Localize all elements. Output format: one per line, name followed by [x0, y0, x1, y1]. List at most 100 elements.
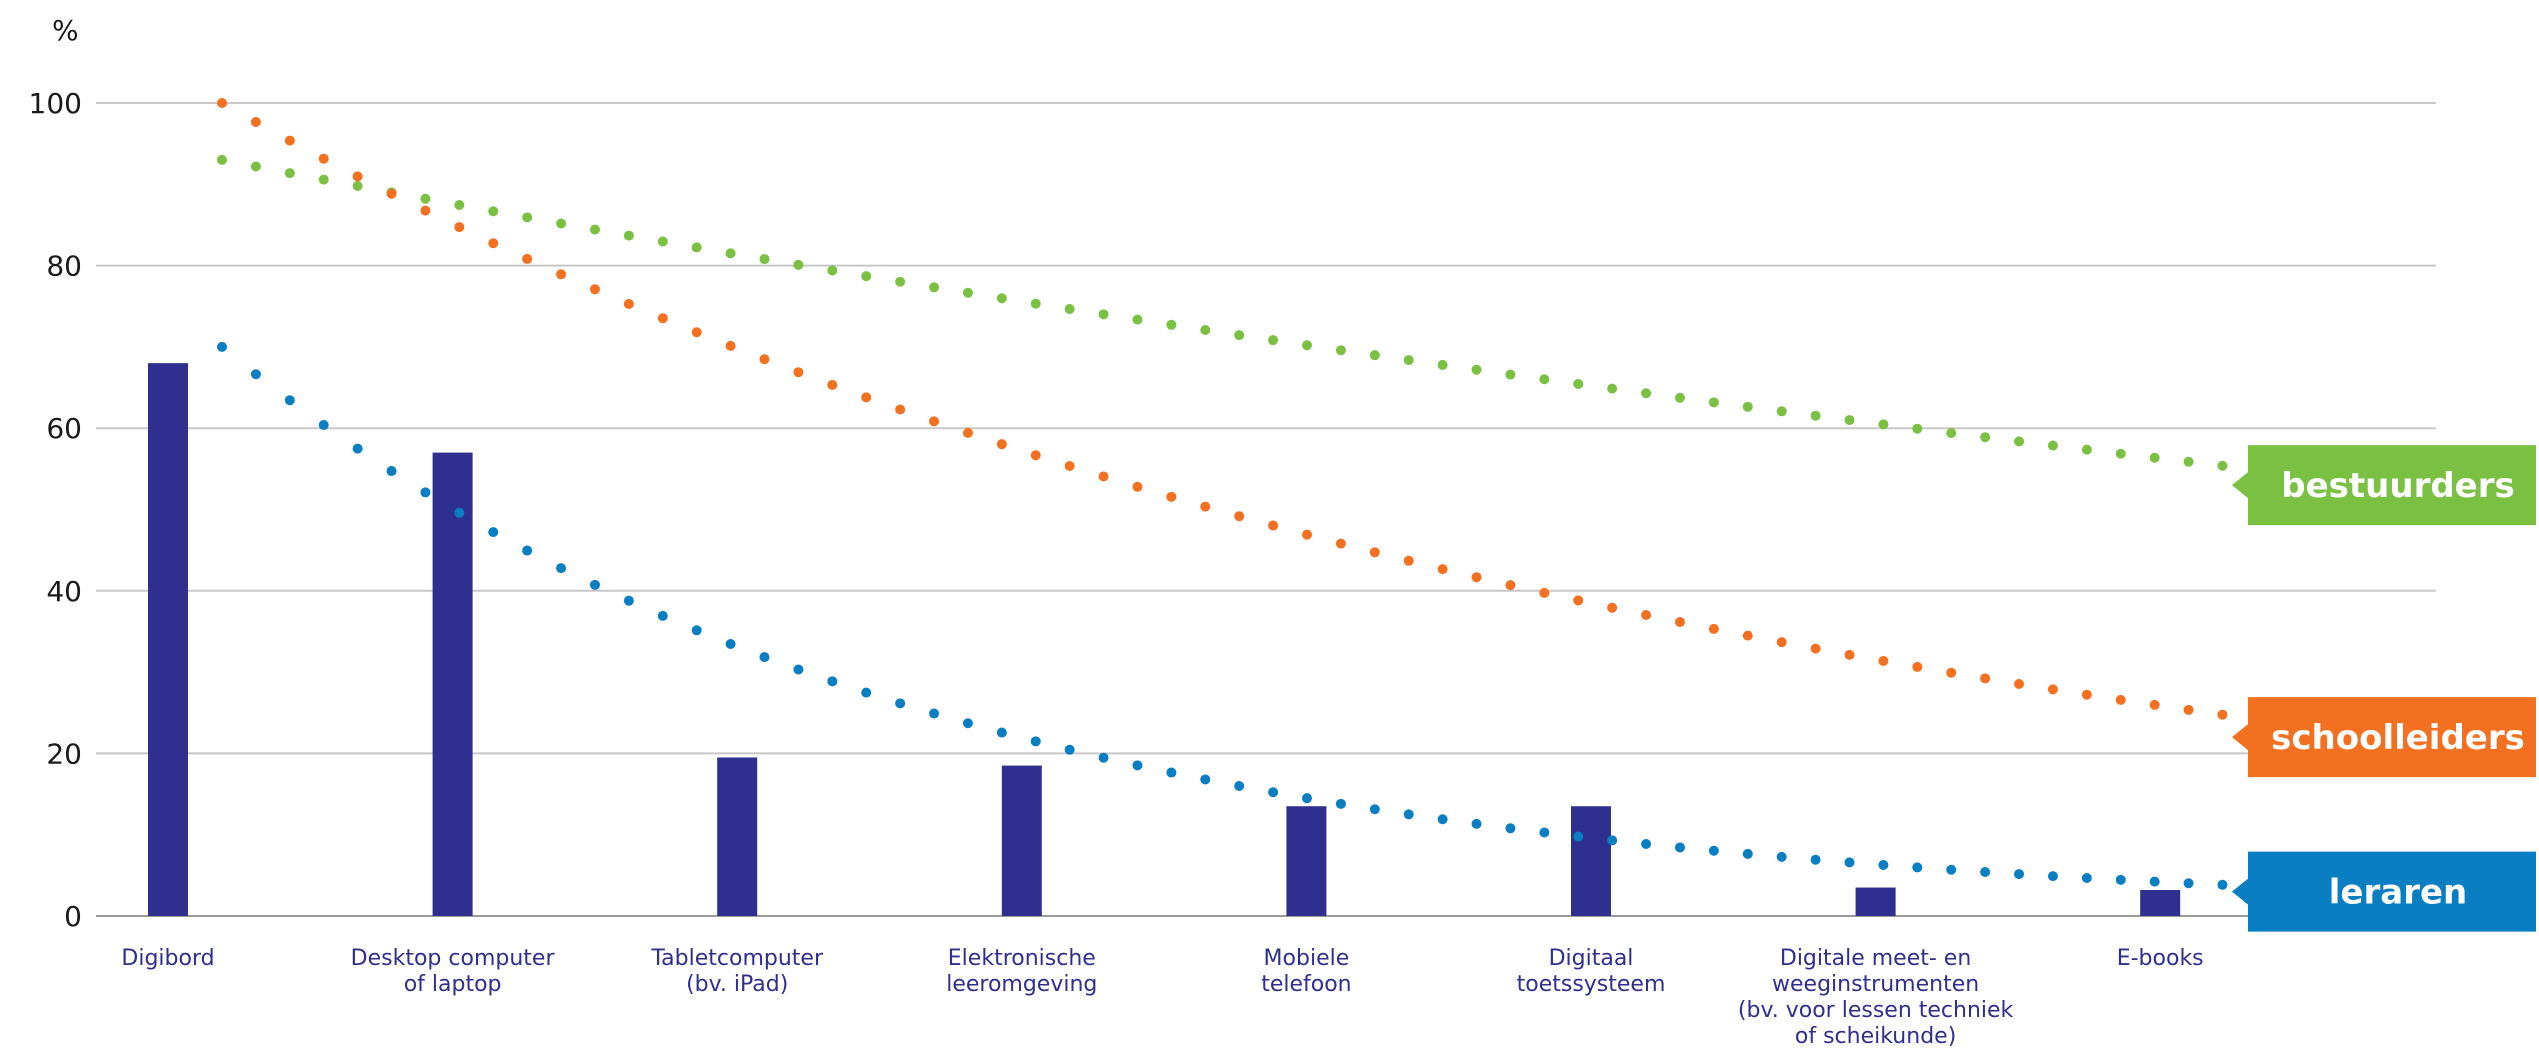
trend-dot: [2183, 704, 2194, 715]
trend-dot: [691, 327, 702, 338]
y-tick-label: 80: [46, 250, 82, 283]
trend-dot: [793, 259, 804, 270]
trend-lines: [217, 98, 2397, 897]
trend-dot: [522, 212, 533, 223]
trend-dot: [1742, 848, 1753, 859]
trend-dot: [1607, 602, 1618, 613]
trend-dot: [691, 625, 702, 636]
trend-dot: [996, 727, 1007, 738]
trend-dot: [556, 218, 567, 229]
trend-dot: [1335, 345, 1346, 356]
trend-line-leraren: [217, 341, 2397, 897]
trend-dot: [962, 718, 973, 729]
trend-dot: [623, 298, 634, 309]
trend-line-bestuurders: [217, 154, 2397, 491]
trend-dot: [1539, 374, 1550, 385]
series-tag-label: schoolleiders: [2271, 718, 2525, 758]
trend-dot: [1132, 481, 1143, 492]
trend-dot: [1878, 419, 1889, 430]
trend-dot: [2047, 871, 2058, 882]
trend-dot: [1674, 842, 1685, 853]
trend-dot: [1098, 752, 1109, 763]
trend-dot: [1335, 538, 1346, 549]
trend-dot: [759, 354, 770, 365]
trend-dot: [217, 98, 227, 108]
series-tag-label: bestuurders: [2281, 466, 2514, 506]
trend-dot: [895, 276, 906, 287]
trend-dot: [1369, 804, 1380, 815]
trend-dot: [1946, 667, 1957, 678]
series-tag-label: leraren: [2329, 873, 2467, 913]
trend-dot: [1844, 649, 1855, 660]
trend-dot: [962, 427, 973, 438]
series-tag-schoolleiders: schoolleiders: [2232, 697, 2536, 778]
trend-dot: [895, 404, 906, 415]
trend-dot: [1742, 401, 1753, 412]
trend-dot: [2217, 709, 2228, 720]
trend-dot: [827, 676, 838, 687]
trend-dot: [1403, 809, 1414, 820]
trend-dot: [250, 161, 261, 172]
trend-dot: [623, 595, 634, 606]
trend-dot: [725, 248, 736, 259]
trend-dot: [1200, 501, 1211, 512]
trend-dot: [2217, 460, 2228, 471]
trend-dot: [1844, 857, 1855, 868]
trend-dot: [657, 236, 668, 247]
trend-dot: [1573, 378, 1584, 389]
series-tags: bestuurders schoolleiders leraren: [2232, 445, 2536, 932]
trend-dot: [2014, 869, 2025, 880]
trend-dot: [352, 171, 363, 182]
trend-dot: [2047, 440, 2058, 451]
trend-dot: [2081, 689, 2092, 700]
trend-dot: [1302, 793, 1312, 804]
trend-dot: [1980, 432, 1991, 443]
trend-dot: [996, 293, 1007, 304]
trend-dot: [352, 443, 363, 454]
trend-dot: [827, 379, 838, 390]
trend-dot: [1776, 406, 1787, 417]
trend-dot: [589, 284, 600, 295]
trend-dot: [318, 420, 329, 431]
x-tick-labels: Digibord Desktop computer of laptop Tabletc…: [121, 946, 2203, 1049]
trend-dot: [284, 168, 295, 179]
bar: [1855, 887, 1896, 916]
x-tick-label: Mobiele telefoon: [1261, 946, 1351, 997]
trend-dot: [1641, 388, 1652, 399]
trend-dot: [1573, 831, 1584, 842]
trend-dot: [657, 610, 668, 621]
series-tag-box: [2232, 851, 2536, 932]
trend-dot: [1132, 314, 1143, 325]
trend-dot: [1539, 587, 1550, 598]
trend-dot: [725, 638, 736, 649]
trend-dot: [1369, 547, 1380, 558]
trend-dot: [1980, 866, 1991, 877]
trend-dot: [454, 200, 465, 211]
trend-dot: [1912, 423, 1923, 434]
trend-dot: [1878, 859, 1889, 870]
y-tick-label: 100: [29, 87, 82, 120]
trend-dot: [929, 708, 940, 719]
trend-dot: [1064, 744, 1075, 755]
trend-dot: [895, 698, 906, 709]
trend-dot: [250, 117, 261, 128]
trend-dot: [217, 341, 227, 352]
trend-dot: [1742, 630, 1753, 641]
trend-dot: [1302, 340, 1312, 351]
trend-dot: [1098, 471, 1109, 482]
trend-line-schoolleiders: [217, 98, 2397, 743]
trend-dot: [1607, 835, 1618, 846]
y-tick-label: 40: [46, 575, 82, 608]
x-tick-label: Digitale meet- en weeginstrumenten (bv. vo…: [1738, 946, 2014, 1049]
bar: [432, 452, 473, 916]
trend-dot: [1437, 359, 1448, 370]
trend-dot: [1641, 610, 1652, 621]
trend-dot: [759, 254, 770, 265]
bar: [1286, 806, 1327, 916]
trend-dot: [2115, 448, 2126, 459]
trend-dot: [1166, 319, 1177, 330]
series-tag-box: [2232, 697, 2536, 778]
trend-dot: [1946, 864, 1957, 875]
trend-dot: [1268, 335, 1279, 346]
trend-dot: [454, 507, 465, 518]
